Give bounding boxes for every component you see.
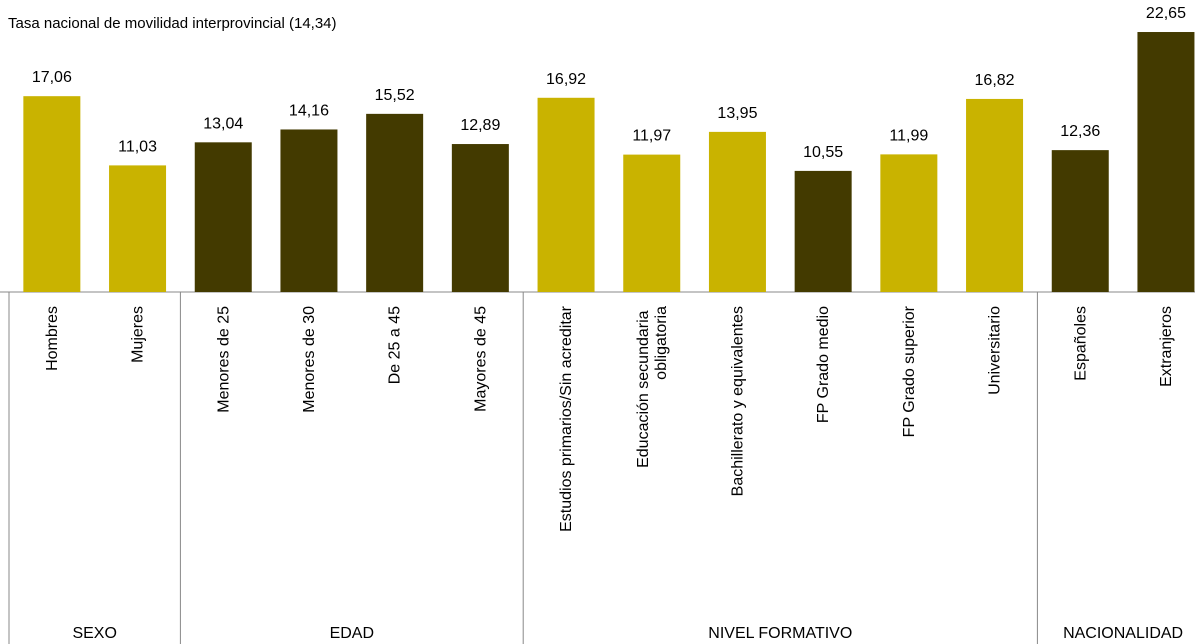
x-tick-label: Mujeres (130, 306, 147, 363)
value-label: 13,95 (717, 105, 757, 122)
bar (794, 170, 852, 292)
bar (1137, 32, 1195, 292)
group-label: SEXO (72, 625, 116, 642)
group-label: EDAD (330, 625, 374, 642)
value-label: 12,89 (460, 117, 500, 134)
x-tick-label: Españoles (1072, 306, 1089, 381)
bar (23, 96, 81, 292)
group-label: NIVEL FORMATIVO (708, 625, 852, 642)
bar (366, 113, 424, 292)
group-label: NACIONALIDAD (1063, 625, 1183, 642)
chart-title: Tasa nacional de movilidad interprovinci… (8, 15, 337, 32)
bar (966, 98, 1024, 292)
x-tick-label: Bachillerato y equivalentes (729, 306, 746, 496)
x-tick-label: Mayores de 45 (472, 306, 489, 412)
x-tick-label: FP Grado superior (901, 305, 918, 437)
value-label: 14,16 (289, 102, 329, 119)
x-tick-label: Extranjeros (1158, 306, 1175, 387)
x-tick-label: Universitario (987, 306, 1004, 395)
bar (537, 97, 595, 292)
value-label: 16,82 (975, 72, 1015, 89)
value-label: 11,03 (118, 138, 157, 155)
value-label: 11,97 (632, 128, 671, 145)
value-label: 12,36 (1060, 123, 1100, 140)
bar (109, 165, 167, 292)
bar (1051, 150, 1109, 292)
value-label: 13,04 (203, 115, 243, 132)
bar (623, 154, 681, 292)
bar (194, 142, 252, 292)
x-tick-label: Hombres (44, 306, 61, 371)
x-tick-label: Estudios primarios/Sin acreditar (558, 305, 575, 532)
x-tick-label: FP Grado medio (815, 306, 832, 423)
value-label: 17,06 (32, 69, 72, 86)
value-label: 15,52 (375, 87, 415, 104)
value-label: 11,99 (889, 127, 928, 144)
value-label: 16,92 (546, 71, 586, 88)
x-tick-label: Menores de 25 (215, 306, 232, 413)
bar (880, 154, 938, 292)
x-tick-label: De 25 a 45 (387, 306, 404, 384)
value-label: 22,65 (1146, 5, 1186, 22)
x-tick-label: Educación secundaria obligatoria (635, 306, 670, 468)
bar (451, 144, 509, 292)
bar (708, 131, 766, 292)
bar (280, 129, 338, 292)
value-label: 10,55 (803, 144, 843, 161)
x-tick-label: Menores de 30 (301, 306, 318, 413)
